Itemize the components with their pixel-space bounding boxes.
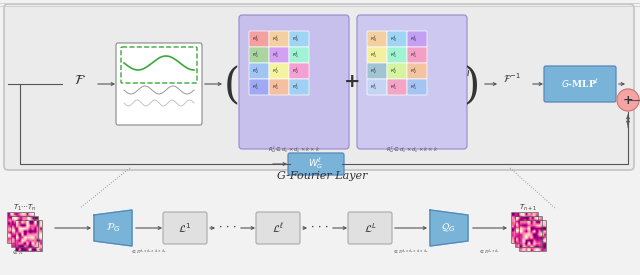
FancyBboxPatch shape xyxy=(269,79,289,95)
FancyBboxPatch shape xyxy=(367,63,387,79)
Text: $R_1^\ell$: $R_1^\ell$ xyxy=(390,82,397,92)
Text: $W_G^\ell$: $W_G^\ell$ xyxy=(308,156,324,172)
Text: $R_2^\ell$: $R_2^\ell$ xyxy=(272,66,278,76)
Text: $R_0^\ell$: $R_0^\ell$ xyxy=(292,34,299,44)
Circle shape xyxy=(617,89,639,111)
FancyBboxPatch shape xyxy=(4,4,634,170)
FancyBboxPatch shape xyxy=(367,31,387,47)
Text: $R_1^\ell$: $R_1^\ell$ xyxy=(292,50,299,60)
Text: +: + xyxy=(623,94,634,106)
FancyBboxPatch shape xyxy=(387,63,407,79)
FancyBboxPatch shape xyxy=(407,79,427,95)
Text: · · ·: · · · xyxy=(311,223,329,233)
Text: $R_1^\ell$: $R_1^\ell$ xyxy=(370,50,377,60)
FancyBboxPatch shape xyxy=(249,47,269,63)
FancyBboxPatch shape xyxy=(249,63,269,79)
FancyBboxPatch shape xyxy=(269,63,289,79)
Polygon shape xyxy=(430,210,468,246)
Text: $R_2^\ell$: $R_2^\ell$ xyxy=(370,66,377,76)
Text: $\mathcal{P}_G$: $\mathcal{P}_G$ xyxy=(106,222,120,234)
Text: $\mathcal{L}^\ell$: $\mathcal{L}^\ell$ xyxy=(272,221,284,235)
Polygon shape xyxy=(94,210,132,246)
Text: $\mathcal{L}^1$: $\mathcal{L}^1$ xyxy=(179,221,191,235)
Text: $R_1^\ell$: $R_1^\ell$ xyxy=(390,50,397,60)
FancyBboxPatch shape xyxy=(239,15,349,149)
Text: $R_2^\ell$: $R_2^\ell$ xyxy=(390,66,397,76)
Text: +: + xyxy=(344,73,360,91)
Text: $R_2^\ell$: $R_2^\ell$ xyxy=(252,66,259,76)
FancyBboxPatch shape xyxy=(367,47,387,63)
Text: $i$: $i$ xyxy=(466,66,470,78)
Text: G-Fourier Layer: G-Fourier Layer xyxy=(276,171,367,181)
Text: $T_{n+1}$: $T_{n+1}$ xyxy=(519,203,537,213)
Text: $R_0^\ell$: $R_0^\ell$ xyxy=(370,34,377,44)
Text: $R_1^\ell$: $R_1^\ell$ xyxy=(292,82,299,92)
FancyBboxPatch shape xyxy=(357,15,467,149)
Text: $T_1\cdots T_n$: $T_1\cdots T_n$ xyxy=(13,203,37,213)
FancyBboxPatch shape xyxy=(407,31,427,47)
FancyBboxPatch shape xyxy=(348,212,392,244)
Text: $\in \mathbb{R}^{d_x \times d_p \times T_{in}}$: $\in \mathbb{R}^{d_x \times d_p \times T… xyxy=(12,247,44,257)
Text: $R_0^\ell$: $R_0^\ell$ xyxy=(410,34,417,44)
Text: $R_1^\ell$: $R_1^\ell$ xyxy=(252,82,259,92)
FancyBboxPatch shape xyxy=(367,79,387,95)
FancyBboxPatch shape xyxy=(116,43,202,125)
FancyBboxPatch shape xyxy=(289,79,309,95)
FancyBboxPatch shape xyxy=(289,47,309,63)
FancyBboxPatch shape xyxy=(269,31,289,47)
Text: $\mathcal{L}^L$: $\mathcal{L}^L$ xyxy=(364,221,376,235)
FancyBboxPatch shape xyxy=(407,47,427,63)
Text: $\in \mathbb{R}^{d_v \times d_p \times d_o \times d_p}$: $\in \mathbb{R}^{d_v \times d_p \times d… xyxy=(394,247,429,257)
Text: · · ·: · · · xyxy=(220,223,237,233)
Text: $G$-MLP$^\ell$: $G$-MLP$^\ell$ xyxy=(561,78,599,90)
Text: $\mathcal{F}^{-1}$: $\mathcal{F}^{-1}$ xyxy=(503,71,521,85)
FancyBboxPatch shape xyxy=(387,47,407,63)
FancyBboxPatch shape xyxy=(256,212,300,244)
Text: $R_1^\ell$: $R_1^\ell$ xyxy=(410,82,417,92)
Text: $R_1^\ell$: $R_1^\ell$ xyxy=(272,50,278,60)
FancyBboxPatch shape xyxy=(249,79,269,95)
Text: $\in \mathbb{R}^{d_x \times d_p}$: $\in \mathbb{R}^{d_x \times d_p}$ xyxy=(479,247,500,257)
FancyBboxPatch shape xyxy=(249,31,269,47)
Text: $\mathcal{F}$: $\mathcal{F}$ xyxy=(74,73,86,87)
Text: $R_0^\ell$: $R_0^\ell$ xyxy=(252,34,259,44)
Text: $R_1^\ell$: $R_1^\ell$ xyxy=(370,82,377,92)
Text: $R_1^\ell$: $R_1^\ell$ xyxy=(272,82,278,92)
Text: $R_1^\ell$: $R_1^\ell$ xyxy=(252,50,259,60)
FancyBboxPatch shape xyxy=(544,66,616,102)
Text: $R_0^\ell$: $R_0^\ell$ xyxy=(272,34,279,44)
Text: $R_1^\ell$: $R_1^\ell$ xyxy=(410,50,417,60)
Text: $R_\omega^\ell \in d_v \times d_v \times k \times k$: $R_\omega^\ell \in d_v \times d_v \times… xyxy=(386,145,438,155)
FancyBboxPatch shape xyxy=(269,47,289,63)
FancyBboxPatch shape xyxy=(288,153,344,175)
Text: (: ( xyxy=(224,65,240,107)
Text: $R_2^\ell$: $R_2^\ell$ xyxy=(292,66,299,76)
Text: $R_\omega^\ell \in d_v \times d_v \times k \times k$: $R_\omega^\ell \in d_v \times d_v \times… xyxy=(268,145,320,155)
FancyBboxPatch shape xyxy=(289,31,309,47)
FancyBboxPatch shape xyxy=(289,63,309,79)
FancyBboxPatch shape xyxy=(387,31,407,47)
FancyBboxPatch shape xyxy=(163,212,207,244)
Text: $\mathcal{Q}_G$: $\mathcal{Q}_G$ xyxy=(442,222,456,234)
Text: $\in \mathbb{R}^{d_v \times d_p \times d_o \times d_p}$: $\in \mathbb{R}^{d_v \times d_p \times d… xyxy=(131,247,166,257)
Text: $R_0^\ell$: $R_0^\ell$ xyxy=(390,34,397,44)
Text: $R_2^\ell$: $R_2^\ell$ xyxy=(410,66,417,76)
FancyBboxPatch shape xyxy=(387,79,407,95)
Text: ): ) xyxy=(464,65,480,107)
FancyBboxPatch shape xyxy=(407,63,427,79)
